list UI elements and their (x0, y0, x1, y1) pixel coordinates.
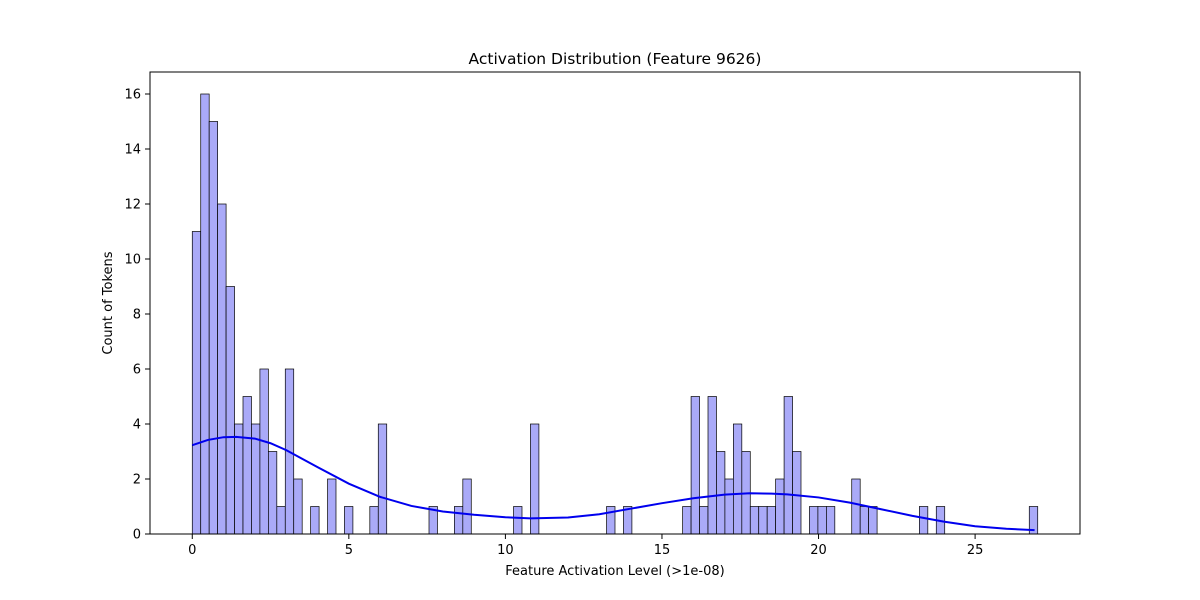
histogram-bar (462, 478, 472, 535)
histogram-bar (724, 478, 734, 535)
histogram-bar (259, 368, 269, 535)
histogram-bar (369, 506, 379, 535)
histogram-bar (817, 506, 827, 535)
histogram-bar (826, 506, 836, 535)
x-tick-label: 0 (188, 543, 196, 558)
y-tick-label: 8 (133, 308, 141, 323)
histogram-bar (234, 423, 244, 535)
y-axis-ticks: 0 2 4 6 8 10 12 14 16 (124, 88, 150, 543)
plot-area-frame (149, 71, 1081, 535)
histogram-bar (200, 93, 210, 535)
histogram-bar (310, 506, 320, 535)
y-tick-label: 16 (124, 88, 141, 103)
histogram-bar (513, 506, 523, 535)
histogram-bar (707, 396, 717, 535)
histogram-bar (606, 506, 616, 535)
histogram-bar (868, 506, 878, 535)
y-tick-label: 4 (133, 418, 141, 433)
y-axis-title: Count of Tokens (101, 251, 116, 354)
histogram-bar (377, 423, 388, 535)
histogram-bar (792, 451, 802, 535)
histogram-bar (191, 231, 202, 535)
histogram-bar (225, 286, 235, 535)
histogram-bar (766, 506, 776, 535)
histogram-bar (699, 506, 709, 535)
y-tick-label: 12 (124, 198, 141, 213)
histogram-bar (327, 478, 337, 535)
histogram-bar (242, 396, 252, 535)
histogram-bar (851, 478, 861, 535)
y-tick-label: 0 (133, 528, 141, 543)
x-tick-label: 15 (654, 543, 671, 558)
histogram-bar (690, 396, 700, 535)
x-tick-label: 10 (497, 543, 514, 558)
histogram-bar (775, 478, 785, 535)
histogram-bar (758, 506, 768, 535)
histogram-bar (919, 506, 929, 535)
y-tick-label: 14 (124, 143, 141, 158)
histogram-bar (783, 396, 793, 535)
y-tick-label: 10 (124, 253, 141, 268)
histogram-bar (859, 506, 869, 535)
x-tick-label: 25 (967, 543, 984, 558)
histogram-bar (749, 506, 760, 535)
histogram-bar (293, 478, 303, 535)
kde-curve (191, 435, 1035, 532)
chart-title: Activation Distribution (Feature 9626) (469, 50, 762, 68)
histogram-bar (454, 506, 464, 535)
histogram-bar (208, 121, 218, 535)
histogram-bar (268, 451, 278, 535)
histogram-bar (682, 506, 692, 535)
histogram-bar (716, 451, 726, 535)
histogram-bar (809, 506, 819, 535)
y-tick-label: 6 (133, 363, 141, 378)
histogram-bar (733, 423, 743, 535)
histogram-bar (276, 506, 286, 535)
histogram-bar (217, 203, 227, 535)
bars-layer (191, 93, 1039, 535)
x-tick-label: 20 (810, 543, 827, 558)
histogram-bar (344, 506, 354, 535)
x-axis-ticks: 0 5 10 15 20 25 (188, 534, 983, 558)
y-tick-label: 2 (133, 473, 141, 488)
x-axis-title: Feature Activation Level (>1e-08) (505, 564, 724, 579)
x-tick-label: 5 (345, 543, 353, 558)
